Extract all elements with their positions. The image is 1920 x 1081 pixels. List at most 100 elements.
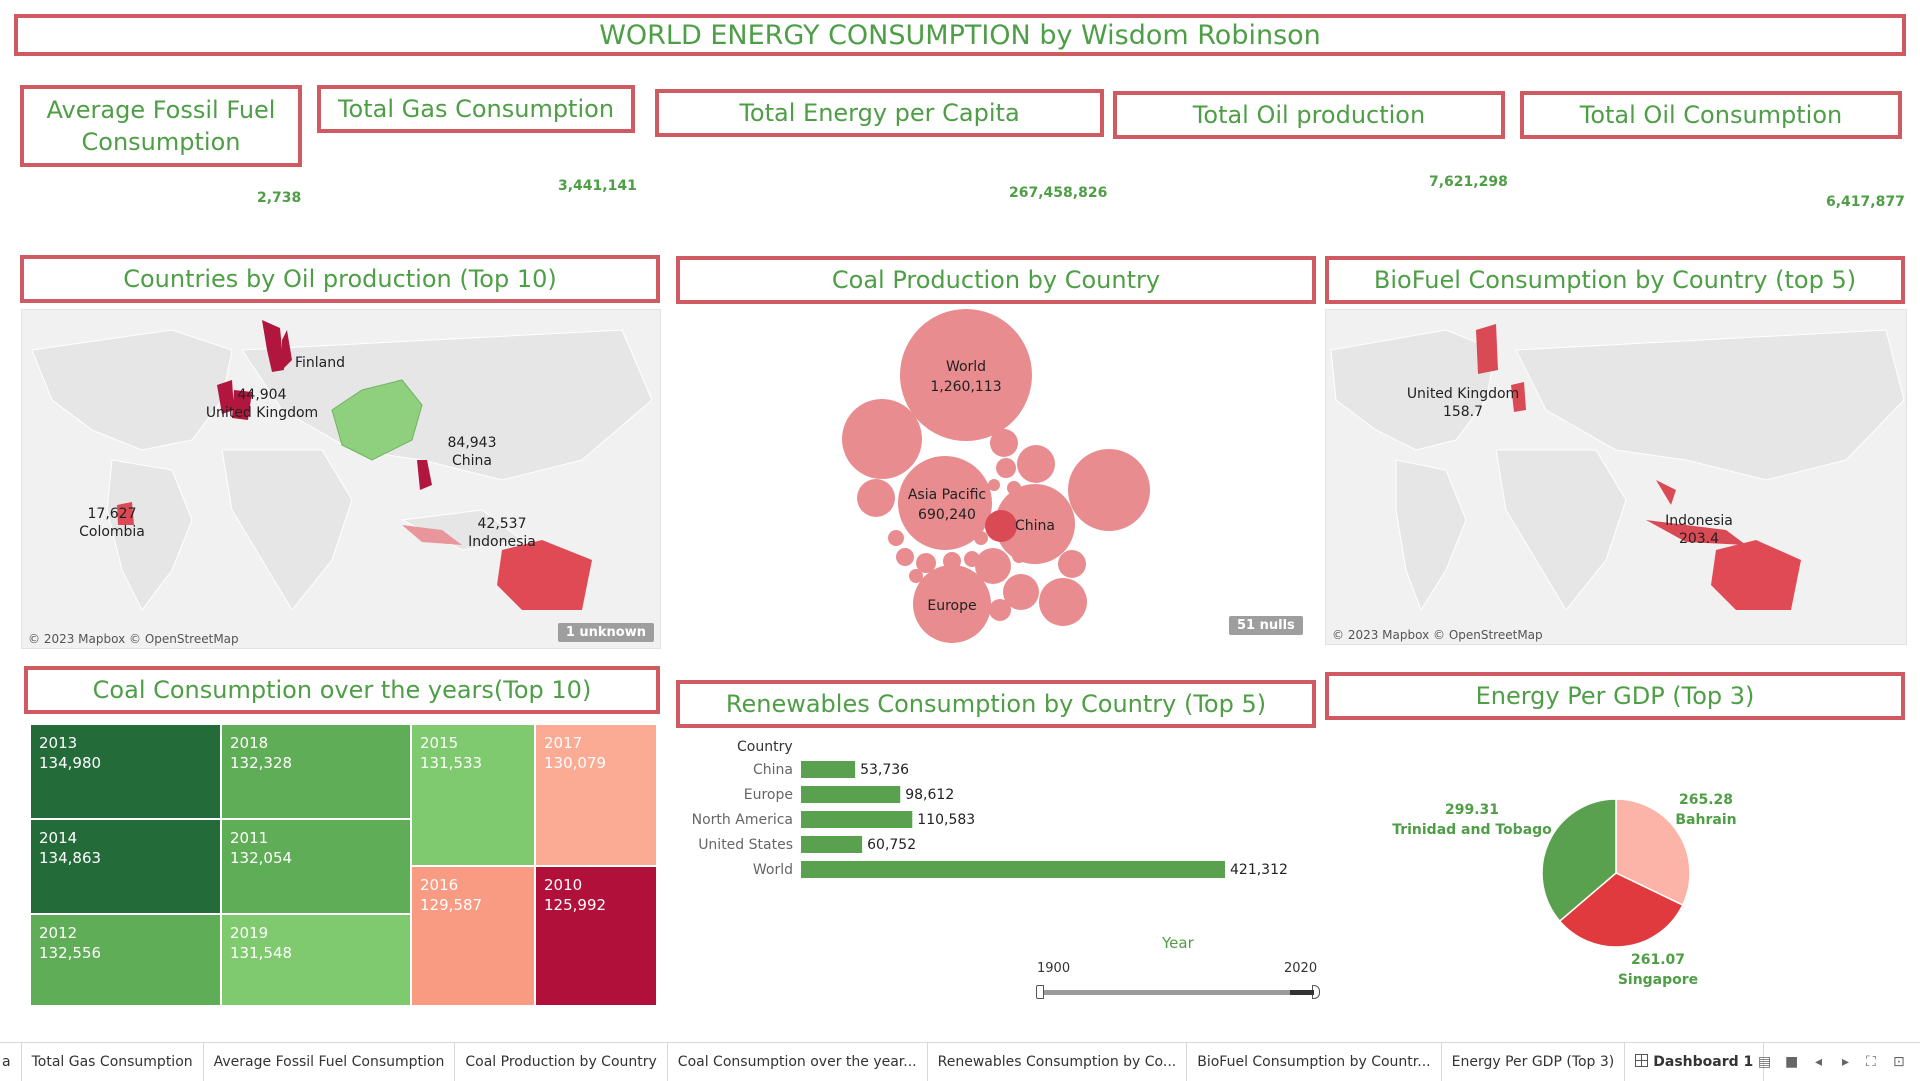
next-sheet-icon[interactable]: ▸ bbox=[1842, 1054, 1850, 1070]
kpi-avg-fossil-title-line1: Average Fossil Fuel bbox=[46, 96, 276, 124]
tab-renewables[interactable]: Renewables Consumption by Co... bbox=[928, 1043, 1188, 1081]
oil-map-unknown-badge[interactable]: 1 unknown bbox=[557, 623, 654, 642]
prev-sheet-icon[interactable]: ◂ bbox=[1815, 1054, 1823, 1070]
renewables-value-label: 53,736 bbox=[860, 762, 909, 778]
bubble-small-15[interactable] bbox=[964, 551, 980, 567]
bubble-small-4[interactable] bbox=[857, 479, 895, 517]
renewables-bar[interactable] bbox=[801, 836, 863, 853]
pie-slice[interactable] bbox=[1615, 798, 1691, 907]
kpi-gas-title: Total Gas Consumption bbox=[337, 95, 615, 123]
bubble-small-1[interactable] bbox=[842, 399, 922, 479]
tab-average-fossil-fuel[interactable]: Average Fossil Fuel Consumption bbox=[204, 1043, 456, 1081]
year-slider-max: 2020 bbox=[1284, 961, 1318, 976]
bubble-small-11[interactable] bbox=[996, 458, 1016, 478]
renewables-value-label: 98,612 bbox=[905, 787, 954, 803]
fullscreen-icon[interactable]: ⛶ bbox=[1866, 1054, 1876, 1070]
energy-gdp-title-box: Energy Per GDP (Top 3) bbox=[1325, 672, 1905, 720]
treemap-cell-2018[interactable]: 2018 132,328 bbox=[221, 724, 411, 819]
treemap-cell-2017[interactable]: 2017 130,079 bbox=[535, 724, 657, 866]
bubble-china[interactable] bbox=[995, 484, 1075, 564]
bubble-label-asia-name: Asia Pacific bbox=[908, 487, 986, 503]
year-slider-handle-left[interactable] bbox=[1036, 985, 1044, 999]
oil-map-label-uk-name: United Kingdom bbox=[205, 405, 319, 421]
oil-production-map[interactable]: Finland 44,904 United Kingdom 84,943 Chi… bbox=[21, 309, 661, 649]
treemap-cell-2011[interactable]: 2011 132,054 bbox=[221, 819, 411, 914]
treemap-cell-2019[interactable]: 2019 131,548 bbox=[221, 914, 411, 1006]
tab-total-gas-consumption[interactable]: Total Gas Consumption bbox=[22, 1043, 204, 1081]
coal-treemap-title-box: Coal Consumption over the years(Top 10) bbox=[24, 666, 660, 714]
bubble-small-17[interactable] bbox=[888, 530, 904, 546]
bubble-world[interactable] bbox=[900, 309, 1032, 441]
coal-consumption-treemap[interactable]: 2013 134,980 2014 134,863 2012 132,556 2… bbox=[30, 724, 657, 1006]
tab-coal-production[interactable]: Coal Production by Country bbox=[455, 1043, 668, 1081]
coal-bubbles-nulls-badge[interactable]: 51 nulls bbox=[1229, 616, 1303, 635]
renewables-bar[interactable] bbox=[801, 786, 901, 803]
bubble-label-china-name: China bbox=[1015, 518, 1055, 534]
treemap-cell-2015[interactable]: 2015 131,533 bbox=[411, 724, 535, 866]
renewables-value-label: 421,312 bbox=[1230, 862, 1288, 878]
oil-map-label-colombia-name: Colombia bbox=[79, 524, 145, 540]
treemap-cell-2010[interactable]: 2010 125,992 bbox=[535, 866, 657, 1006]
presentation-icon[interactable]: ⊡ bbox=[1893, 1054, 1905, 1070]
oil-map-title-box: Countries by Oil production (Top 10) bbox=[20, 255, 660, 303]
kpi-oil-consumption-value: 6,417,877 bbox=[1826, 194, 1905, 210]
kpi-oil-production-value: 7,621,298 bbox=[1429, 174, 1508, 190]
coal-treemap-title: Coal Consumption over the years(Top 10) bbox=[92, 676, 592, 704]
treemap-cell-2014[interactable]: 2014 134,863 bbox=[30, 819, 221, 914]
oil-map-credit: © 2023 Mapbox © OpenStreetMap bbox=[28, 632, 239, 646]
bubble-small-8[interactable] bbox=[990, 429, 1018, 457]
renewables-value-label: 110,583 bbox=[917, 812, 975, 828]
pie-slice[interactable] bbox=[1541, 798, 1617, 923]
bubble-small-13[interactable] bbox=[896, 548, 914, 566]
renewables-category-label: United States bbox=[698, 837, 793, 853]
bubble-small-21[interactable] bbox=[1012, 549, 1026, 563]
year-slider-track[interactable] bbox=[1036, 985, 1320, 999]
kpi-oil-consumption-title-box: Total Oil Consumption bbox=[1520, 91, 1902, 139]
bubble-small-6[interactable] bbox=[1003, 574, 1039, 610]
bubble-small-19[interactable] bbox=[1007, 481, 1021, 495]
biofuel-map-credit: © 2023 Mapbox © OpenStreetMap bbox=[1332, 628, 1543, 642]
bubble-small-20[interactable] bbox=[988, 479, 1000, 491]
oil-map-label-china-value: 84,943 bbox=[447, 435, 497, 451]
coal-bubbles-title-box: Coal Production by Country bbox=[676, 256, 1316, 304]
kpi-energy-capita-value: 267,458,826 bbox=[1009, 185, 1108, 201]
coal-production-bubble-chart[interactable]: World 1,260,113 Asia Pacific 690,240 Chi… bbox=[676, 308, 1316, 648]
sheet-sorter-icon[interactable]: ▤ bbox=[1758, 1054, 1772, 1070]
oil-map-label-colombia-value: 17,627 bbox=[87, 506, 137, 522]
bubble-small-10[interactable] bbox=[989, 599, 1011, 621]
tab-a[interactable]: a bbox=[0, 1043, 22, 1081]
bubble-small-14[interactable] bbox=[943, 552, 961, 570]
tab-dashboard-1[interactable]: Dashboard 1 bbox=[1625, 1043, 1765, 1081]
treemap-cell-2013[interactable]: 2013 134,980 bbox=[30, 724, 221, 819]
oil-map-label-china-name: China bbox=[452, 453, 492, 469]
bubble-asia-pacific[interactable] bbox=[898, 456, 992, 550]
bubble-small-3[interactable] bbox=[1017, 445, 1055, 483]
bubble-europe[interactable] bbox=[913, 565, 991, 643]
bubble-small-22[interactable] bbox=[985, 510, 1017, 542]
bubble-small-18[interactable] bbox=[974, 531, 988, 545]
bubble-small-5[interactable] bbox=[1039, 578, 1087, 626]
bubble-small-7[interactable] bbox=[975, 548, 1011, 584]
tab-energy-gdp[interactable]: Energy Per GDP (Top 3) bbox=[1442, 1043, 1626, 1081]
treemap-cell-2012[interactable]: 2012 132,556 bbox=[30, 914, 221, 1006]
pie-value-label: 299.31 bbox=[1445, 802, 1499, 818]
treemap-cell-2016[interactable]: 2016 129,587 bbox=[411, 866, 535, 1006]
kpi-energy-capita-title: Total Energy per Capita bbox=[739, 99, 1020, 127]
bubble-label-europe-name: Europe bbox=[927, 598, 976, 614]
bubble-small-16[interactable] bbox=[909, 569, 923, 583]
kpi-oil-consumption-title: Total Oil Consumption bbox=[1579, 101, 1843, 129]
renewables-bar[interactable] bbox=[801, 761, 856, 778]
energy-gdp-pie-chart[interactable]: 265.28 Bahrain 261.07 Singapore 299.31 Trinid… bbox=[1380, 780, 1840, 1000]
tab-biofuel[interactable]: BioFuel Consumption by Countr... bbox=[1187, 1043, 1442, 1081]
renewables-bar[interactable] bbox=[801, 861, 1225, 878]
renewables-bar-chart[interactable]: China 53,736 Europe 98,612 North America 110,… bbox=[680, 755, 1320, 895]
pie-slice[interactable] bbox=[1558, 872, 1684, 948]
bubble-small-9[interactable] bbox=[1058, 550, 1086, 578]
bubble-small-2[interactable] bbox=[1068, 449, 1150, 531]
biofuel-map[interactable]: United Kingdom 158.7 Indonesia 203.4 © 2… bbox=[1325, 309, 1907, 645]
biofuel-map-label-indonesia-name: Indonesia bbox=[1665, 513, 1733, 529]
renewables-bar[interactable] bbox=[801, 811, 913, 828]
tab-coal-consumption[interactable]: Coal Consumption over the year... bbox=[668, 1043, 928, 1081]
filmstrip-icon[interactable]: ■ bbox=[1785, 1054, 1799, 1070]
bubble-small-12[interactable] bbox=[916, 553, 936, 573]
